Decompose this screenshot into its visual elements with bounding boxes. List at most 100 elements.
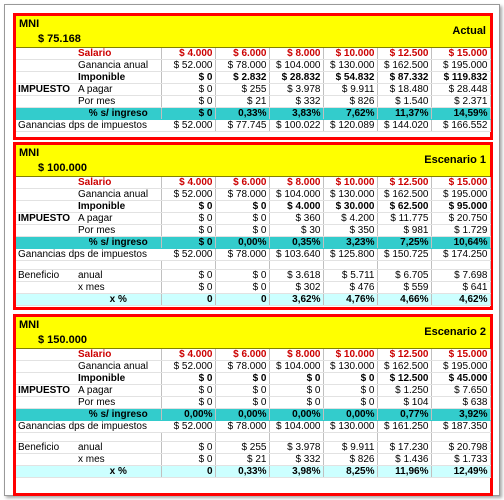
- table-cell: [323, 432, 378, 442]
- table-cell: $ 45.000: [431, 372, 491, 385]
- row-group-label: Beneficio: [16, 441, 76, 454]
- table-cell: $ 0: [215, 384, 270, 397]
- table-cell: $ 0: [161, 71, 216, 84]
- table-row: Beneficio anual $ 0 $ 255 $ 3.978 $ 9.911 $ 17…: [16, 441, 491, 454]
- table-cell: $ 0: [215, 200, 270, 213]
- table-cell: $ 559: [377, 281, 432, 294]
- table-cell: $ 0: [161, 441, 216, 454]
- mni-value: $ 150.000: [38, 334, 87, 346]
- table-cell: $ 8.000: [269, 48, 324, 60]
- table-cell: $ 0: [161, 83, 216, 96]
- table-cell: $ 78.000: [215, 59, 270, 72]
- table-cell: $ 0: [161, 281, 216, 294]
- table-cell: $ 195.000: [431, 188, 491, 201]
- table-cell: $ 104.000: [269, 59, 324, 72]
- table-cell: $ 15.000: [431, 177, 491, 189]
- data-table: Salario $ 4.000 $ 6.000 $ 8.000 $ 10.000 $ 12…: [16, 349, 491, 478]
- table-cell: 0: [161, 465, 216, 478]
- table-cell: $ 78.000: [215, 420, 270, 433]
- row-label: Imponible: [76, 372, 162, 385]
- table-cell: $ 2.832: [215, 71, 270, 84]
- table-row: Ganancia anual $ 52.000 $ 78.000 $ 104.000 $…: [16, 188, 491, 201]
- table-cell: [161, 432, 216, 442]
- row-group-label: [16, 465, 76, 478]
- table-cell: $ 77.745: [215, 119, 270, 132]
- row-group-label: [16, 71, 76, 84]
- spreadsheet-image: MNI $ 75.168 Actual Salario $ 4.000 $ 6.000 $ …: [4, 4, 500, 496]
- table-row: [16, 260, 491, 270]
- table-row: Ganancia anual $ 52.000 $ 78.000 $ 104.000 $…: [16, 59, 491, 72]
- table-cell: $ 3.618: [269, 269, 324, 282]
- table-cell: $ 4.000: [161, 349, 216, 361]
- table-cell: $ 6.000: [215, 177, 270, 189]
- table-cell: 7,25%: [377, 236, 432, 249]
- table-cell: $ 0: [269, 396, 324, 409]
- row-group-label: IMPUESTO: [16, 83, 76, 96]
- table-cell: 8,25%: [323, 465, 378, 478]
- table-cell: $ 12.500: [377, 372, 432, 385]
- table-cell: $ 0: [161, 372, 216, 385]
- table-cell: [377, 260, 432, 270]
- table-cell: [215, 432, 270, 442]
- table-cell: 0,33%: [215, 107, 270, 120]
- table-cell: 0: [215, 293, 270, 306]
- table-cell: $ 4.200: [323, 212, 378, 225]
- table-cell: $ 0: [161, 396, 216, 409]
- table-row: x % 0 0,33% 3,98% 8,25% 11,96% 12,49%: [16, 465, 491, 478]
- table-row: Salario $ 4.000 $ 6.000 $ 8.000 $ 10.000 $ 12…: [16, 349, 491, 361]
- row-group-label: [16, 236, 76, 249]
- row-heading: Ganancias dps de impuestos: [16, 119, 161, 132]
- row-group-label: [16, 349, 76, 361]
- table-cell: [215, 260, 270, 270]
- row-label: anual: [76, 269, 162, 282]
- table-cell: $ 20.750: [431, 212, 491, 225]
- mni-value: $ 100.000: [38, 162, 87, 174]
- row-group-label: [16, 281, 76, 294]
- table-cell: 3,62%: [269, 293, 324, 306]
- table-cell: 0,00%: [215, 408, 270, 421]
- row-label: Ganancia anual: [76, 59, 162, 72]
- row-group-label: IMPUESTO: [16, 384, 76, 397]
- row-group-label: Beneficio: [16, 269, 76, 282]
- table-cell: 12,49%: [431, 465, 491, 478]
- table-cell: 3,83%: [269, 107, 324, 120]
- row-group-label: [16, 408, 76, 421]
- table-cell: $ 0: [161, 95, 216, 108]
- table-cell: $ 78.000: [215, 360, 270, 373]
- table-cell: $ 18.480: [377, 83, 432, 96]
- row-group-label: IMPUESTO: [16, 212, 76, 225]
- table-cell: $ 0: [215, 269, 270, 282]
- panel-header: MNI $ 75.168 Actual: [16, 16, 490, 48]
- table-row: Imponible $ 0 $ 0 $ 4.000 $ 30.000 $ 62.500 $ …: [16, 200, 491, 213]
- row-label: Ganancia anual: [76, 188, 162, 201]
- table-cell: $ 166.552: [431, 119, 491, 132]
- data-table: Salario $ 4.000 $ 6.000 $ 8.000 $ 10.000 $ 12…: [16, 48, 491, 132]
- table-cell: 0,00%: [269, 408, 324, 421]
- table-cell: $ 0: [161, 269, 216, 282]
- table-cell: $ 144.020: [377, 119, 432, 132]
- table-cell: $ 52.000: [161, 248, 216, 261]
- table-cell: 14,59%: [431, 107, 491, 120]
- table-cell: $ 21: [215, 95, 270, 108]
- table-cell: [323, 260, 378, 270]
- table-row: % s/ ingreso $ 0 0,00% 0,35% 3,23% 7,25% 10,64…: [16, 236, 491, 249]
- table-cell: $ 7.698: [431, 269, 491, 282]
- table-row: % s/ ingreso 0,00% 0,00% 0,00% 0,00% 0,77% 3,9…: [16, 408, 491, 421]
- table-cell: $ 0: [161, 453, 216, 466]
- table-cell: 0,77%: [377, 408, 432, 421]
- table-cell: $ 4.000: [161, 48, 216, 60]
- table-cell: 3,98%: [269, 465, 324, 478]
- table-cell: $ 4.000: [161, 177, 216, 189]
- data-table: Salario $ 4.000 $ 6.000 $ 8.000 $ 10.000 $ 12…: [16, 177, 491, 306]
- row-label: Por mes: [76, 95, 162, 108]
- row-group-label: [16, 453, 76, 466]
- panel-header: MNI $ 100.000 Escenario 1: [16, 145, 490, 177]
- mni-label: MNI: [19, 319, 40, 331]
- table-cell: 0,33%: [215, 465, 270, 478]
- table-cell: $ 302: [269, 281, 324, 294]
- table-row: Beneficio anual $ 0 $ 0 $ 3.618 $ 5.711 $ 6.70…: [16, 269, 491, 282]
- table-cell: $ 130.000: [323, 420, 378, 433]
- table-cell: $ 104: [377, 396, 432, 409]
- table-cell: $ 150.725: [377, 248, 432, 261]
- table-cell: $ 28.448: [431, 83, 491, 96]
